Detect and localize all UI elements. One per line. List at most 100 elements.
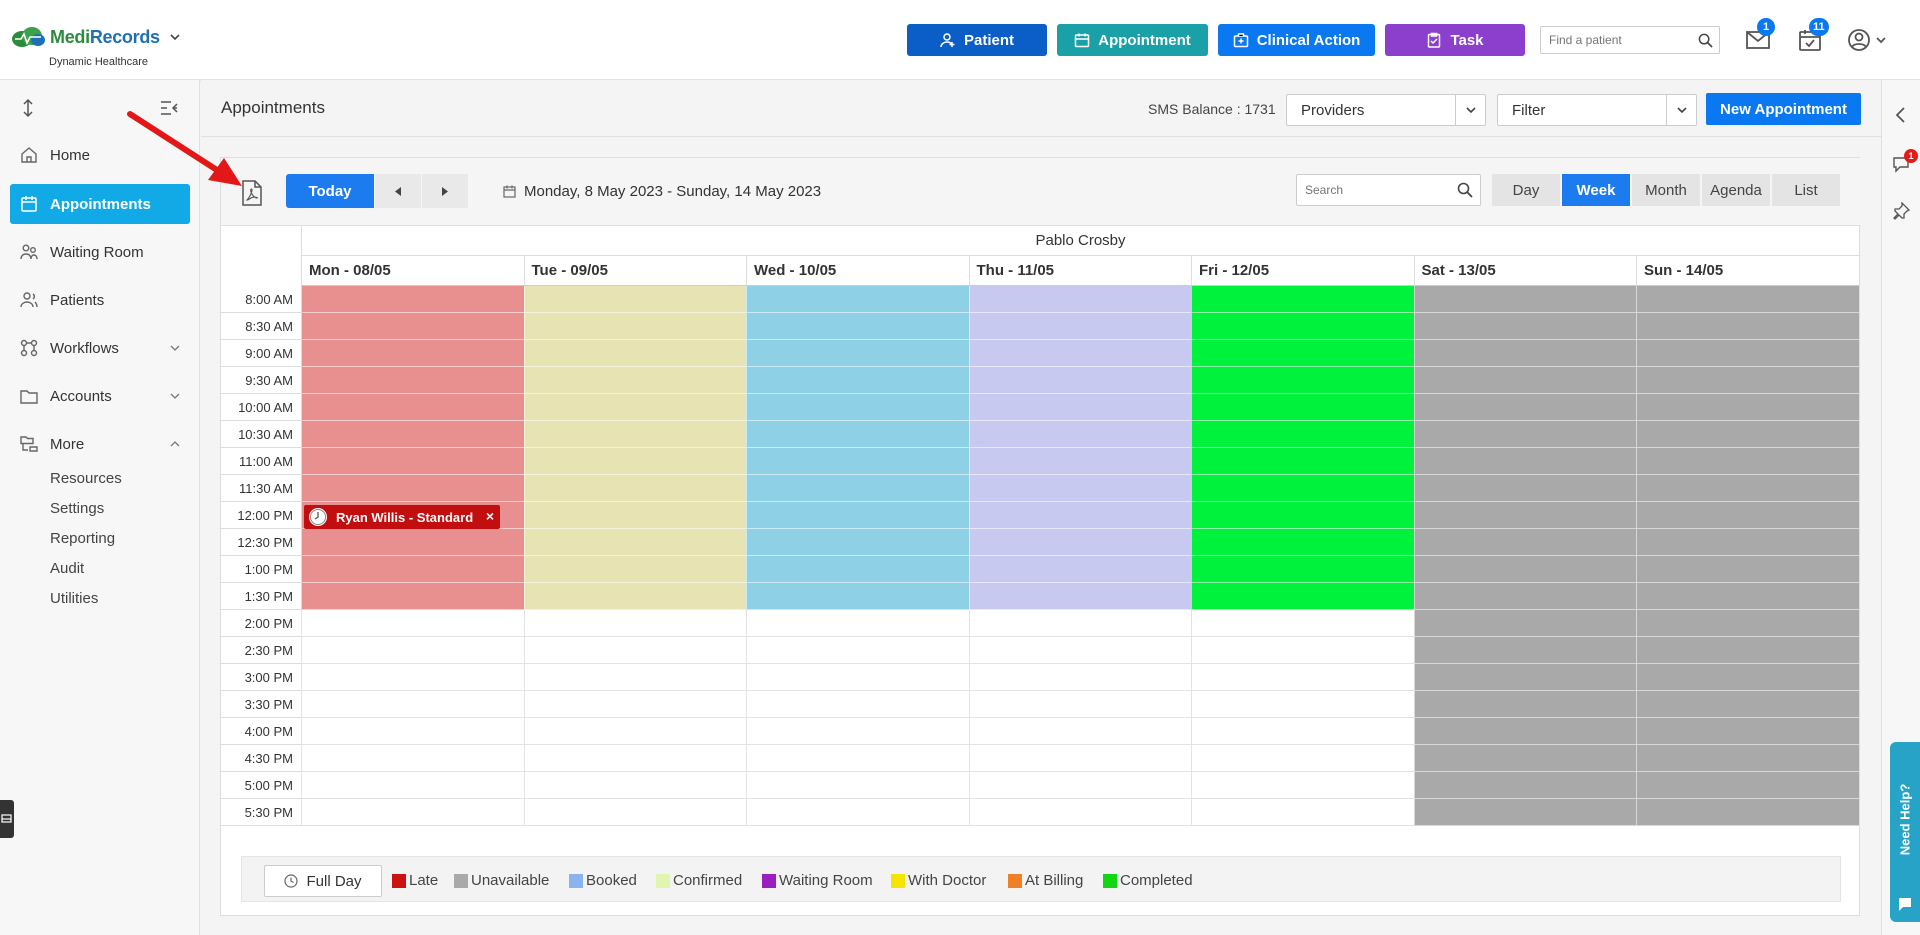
time-slot-cell[interactable] (746, 664, 969, 691)
chevron-down-icon[interactable] (170, 32, 180, 42)
time-slot-cell[interactable] (1191, 367, 1414, 394)
time-slot-cell[interactable] (523, 637, 746, 664)
brand-logo[interactable]: MediRecords (10, 26, 180, 48)
time-slot-cell[interactable] (1413, 610, 1636, 637)
time-slot-cell[interactable] (301, 367, 524, 394)
time-slot-cell[interactable] (746, 286, 969, 313)
time-slot-cell[interactable] (746, 799, 969, 826)
time-slot-cell[interactable] (1191, 313, 1414, 340)
time-slot-cell[interactable] (746, 475, 969, 502)
view-month-button[interactable]: Month (1632, 174, 1700, 206)
time-slot-cell[interactable] (968, 745, 1191, 772)
providers-select[interactable]: Providers (1286, 94, 1486, 126)
time-slot-cell[interactable] (1191, 772, 1414, 799)
time-slot-cell[interactable] (523, 340, 746, 367)
time-slot-cell[interactable] (523, 556, 746, 583)
time-slot-cell[interactable] (1413, 637, 1636, 664)
need-help-tab[interactable]: Need Help? (1890, 742, 1920, 922)
time-slot-cell[interactable] (1413, 340, 1636, 367)
time-slot-cell[interactable] (1413, 556, 1636, 583)
time-slot-cell[interactable] (1191, 691, 1414, 718)
sidebar-item-patients[interactable]: Patients (10, 280, 190, 320)
time-slot-cell[interactable] (523, 664, 746, 691)
time-slot-cell[interactable] (968, 664, 1191, 691)
time-slot-cell[interactable] (1636, 502, 1859, 529)
pin-icon[interactable] (1892, 202, 1910, 220)
time-slot-cell[interactable] (968, 610, 1191, 637)
time-slot-cell[interactable] (301, 556, 524, 583)
time-slot-cell[interactable] (968, 475, 1191, 502)
time-slot-cell[interactable] (1413, 664, 1636, 691)
day-header[interactable]: Sat - 13/05 (1413, 256, 1636, 286)
time-slot-cell[interactable] (523, 421, 746, 448)
time-slot-cell[interactable] (1191, 583, 1414, 610)
sidebar-subitem-reporting[interactable]: Reporting (50, 530, 116, 547)
time-slot-cell[interactable] (1636, 745, 1859, 772)
providers-dropdown[interactable] (1455, 95, 1485, 125)
time-slot-cell[interactable] (746, 718, 969, 745)
sidebar-item-waiting-room[interactable]: Waiting Room (10, 232, 190, 272)
time-slot-cell[interactable] (1413, 691, 1636, 718)
time-slot-cell[interactable] (523, 610, 746, 637)
time-slot-cell[interactable] (523, 718, 746, 745)
time-slot-cell[interactable] (523, 367, 746, 394)
time-slot-cell[interactable] (1413, 718, 1636, 745)
time-slot-cell[interactable] (746, 313, 969, 340)
time-slot-cell[interactable] (301, 529, 524, 556)
time-slot-cell[interactable] (523, 583, 746, 610)
time-slot-cell[interactable] (301, 745, 524, 772)
day-header[interactable]: Thu - 11/05 (968, 256, 1191, 286)
time-slot-cell[interactable] (1191, 421, 1414, 448)
time-slot-cell[interactable] (1191, 718, 1414, 745)
time-slot-cell[interactable] (1191, 610, 1414, 637)
day-header[interactable]: Sun - 14/05 (1636, 256, 1859, 286)
time-slot-cell[interactable] (968, 718, 1191, 745)
time-slot-cell[interactable] (1191, 664, 1414, 691)
sidebar-subitem-utilities[interactable]: Utilities (50, 590, 99, 607)
time-slot-cell[interactable] (523, 286, 746, 313)
appointment-block[interactable]: Ryan Willis - Standard × (304, 505, 500, 529)
time-slot-cell[interactable] (968, 772, 1191, 799)
appointment-button[interactable]: Appointment (1057, 24, 1208, 56)
search-icon[interactable] (1698, 33, 1713, 48)
time-slot-cell[interactable] (1636, 691, 1859, 718)
time-slot-cell[interactable] (1636, 340, 1859, 367)
expand-vertical-icon[interactable] (22, 98, 34, 118)
time-slot-cell[interactable] (301, 448, 524, 475)
time-slot-cell[interactable] (1636, 286, 1859, 313)
time-slot-cell[interactable] (1191, 286, 1414, 313)
time-slot-cell[interactable] (1413, 772, 1636, 799)
time-slot-cell[interactable] (301, 610, 524, 637)
sidebar-item-workflows[interactable]: Workflows (10, 328, 190, 368)
day-header[interactable]: Tue - 09/05 (523, 256, 746, 286)
sidebar-subitem-settings[interactable]: Settings (50, 500, 105, 517)
time-slot-cell[interactable] (1191, 475, 1414, 502)
time-slot-cell[interactable] (1413, 529, 1636, 556)
time-slot-cell[interactable] (1191, 529, 1414, 556)
new-appointment-button[interactable]: New Appointment (1706, 93, 1861, 125)
time-slot-cell[interactable] (1413, 745, 1636, 772)
time-slot-cell[interactable] (523, 313, 746, 340)
time-slot-cell[interactable] (968, 583, 1191, 610)
time-slot-cell[interactable] (523, 502, 746, 529)
time-slot-cell[interactable] (1413, 286, 1636, 313)
time-slot-cell[interactable] (968, 340, 1191, 367)
sidebar-subitem-audit[interactable]: Audit (50, 560, 85, 577)
time-slot-cell[interactable] (746, 583, 969, 610)
time-slot-cell[interactable] (301, 475, 524, 502)
close-icon[interactable]: × (485, 508, 494, 524)
time-slot-cell[interactable] (523, 529, 746, 556)
time-slot-cell[interactable] (746, 610, 969, 637)
time-slot-cell[interactable] (1636, 313, 1859, 340)
time-slot-cell[interactable] (1191, 448, 1414, 475)
time-slot-cell[interactable] (1413, 394, 1636, 421)
time-slot-cell[interactable] (1191, 745, 1414, 772)
time-slot-cell[interactable] (523, 799, 746, 826)
filter-select[interactable]: Filter (1497, 94, 1697, 126)
time-slot-cell[interactable] (968, 637, 1191, 664)
user-account-icon[interactable] (1847, 28, 1887, 52)
time-slot-cell[interactable] (1636, 556, 1859, 583)
sidebar-item-appointments[interactable]: Appointments (10, 184, 190, 224)
time-slot-cell[interactable] (523, 394, 746, 421)
time-slot-cell[interactable] (968, 556, 1191, 583)
